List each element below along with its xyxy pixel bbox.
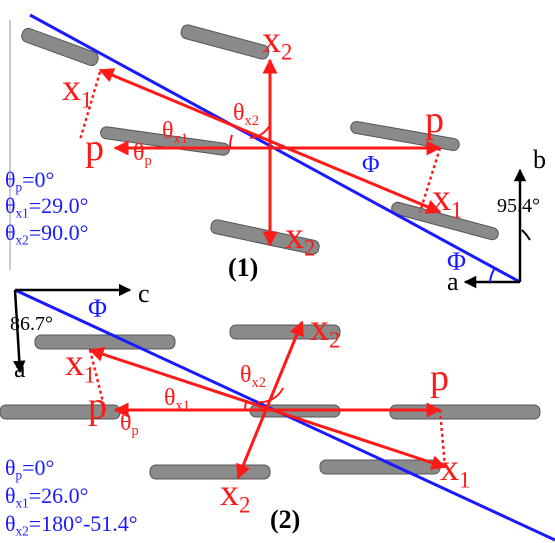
angle-value-sub: x2 — [16, 232, 29, 247]
angle-value: θx1=26.0° — [5, 483, 88, 510]
angle-label-base: Φ — [362, 152, 380, 178]
vector-label-base: x — [220, 472, 239, 514]
phi-label: Φ — [88, 294, 107, 323]
angle-label-base: θ — [164, 385, 176, 411]
angle-label: θx2 — [233, 100, 259, 129]
panel-label: (2) — [270, 505, 300, 534]
vector-label: p — [88, 385, 107, 427]
vector-label: x1 — [432, 177, 462, 223]
vector-label-base: p — [430, 357, 449, 399]
angle-label-base: θ — [133, 140, 145, 166]
vector-label-base: x — [65, 342, 84, 384]
phi-label-base: Φ — [88, 294, 107, 323]
vector-label-base: p — [85, 127, 104, 169]
vector-label-base: p — [425, 99, 444, 141]
angle-value-base: θ — [5, 167, 16, 192]
angle-label-base: θ — [120, 410, 132, 436]
axis-label: a — [14, 354, 26, 383]
angle-value-sub: x1 — [16, 495, 29, 510]
angle-arc — [490, 268, 495, 282]
vector-label: x2 — [310, 307, 340, 353]
angle-label-sub: x2 — [245, 113, 259, 129]
angle-value: θx1=29.0° — [5, 193, 88, 220]
angle-value-rest: =180°-51.4° — [29, 511, 138, 536]
angle-value-sub: x1 — [16, 205, 29, 220]
angle-label: θx2 — [240, 362, 266, 391]
axis-label-base: a — [14, 354, 26, 383]
angle-value: θx2=180°-51.4° — [5, 511, 138, 538]
angle-value-base: θ — [5, 455, 16, 480]
angle-label-base: θ — [162, 118, 174, 144]
angle-label-sub: x1 — [174, 131, 188, 147]
panel-label: (1) — [228, 253, 258, 282]
angle-arc — [522, 230, 530, 240]
vector-label: p — [425, 99, 444, 141]
vector-label-base: x — [62, 67, 81, 109]
angle-value: θx2=90.0° — [5, 220, 88, 247]
angle-value-base: θ — [5, 483, 16, 508]
vector-label: x1 — [62, 67, 92, 113]
vector-label: p — [85, 127, 104, 169]
angle-value-base: θ — [5, 511, 16, 536]
angle-value-rest: =26.0° — [29, 483, 89, 508]
vector-label-sub: 1 — [451, 198, 462, 223]
cell-angle-base: 95.4° — [497, 195, 540, 217]
cell-angle: 95.4° — [497, 195, 540, 217]
angle-label-base: θ — [233, 100, 245, 126]
vector-label-base: x — [310, 307, 329, 349]
axis-label-base: c — [138, 279, 150, 308]
angle-label-sub: x2 — [252, 375, 266, 391]
angle-label-sub: p — [145, 153, 152, 169]
angle-label: θx1 — [162, 118, 188, 147]
angle-value: θp=0° — [5, 167, 54, 194]
angle-value-base: θ — [5, 220, 16, 245]
angle-value-rest: =0° — [22, 455, 54, 480]
axis-label: c — [138, 279, 150, 308]
angle-label: Φ — [362, 152, 380, 178]
angle-label: θp — [120, 410, 139, 439]
vector-label-base: x — [432, 177, 451, 219]
angle-value-rest: =0° — [22, 167, 54, 192]
angle-label: θx1 — [164, 385, 190, 414]
axis-label: b — [533, 145, 546, 174]
phi-label-base: Φ — [447, 247, 466, 276]
angle-value-base: θ — [5, 193, 16, 218]
vector-label: x2 — [285, 215, 315, 261]
vector-label-sub: 1 — [459, 468, 470, 493]
axis-label-base: b — [533, 145, 546, 174]
vector-label-base: x — [440, 447, 459, 489]
angle-value: θp=0° — [5, 455, 54, 482]
vector-label-sub: 2 — [304, 236, 315, 261]
angle-label-sub: p — [132, 423, 139, 439]
vector-label: p — [430, 357, 449, 399]
vector-label-base: x — [262, 19, 281, 61]
vector-label-sub: 1 — [81, 88, 92, 113]
angle-label-sub: x1 — [176, 398, 190, 414]
angle-value-sub: x2 — [16, 523, 29, 538]
vector-label-sub: 1 — [84, 363, 95, 388]
phi-label: Φ — [447, 247, 466, 276]
vector-label-sub: 2 — [281, 40, 292, 65]
angle-value-rest: =29.0° — [29, 193, 89, 218]
vector-label-base: x — [285, 215, 304, 257]
vector-label-base: p — [88, 385, 107, 427]
figure: x2x1ppx1x2θx1θx2θpΦθp=0°θx1=29.0°θx2=90.… — [0, 0, 555, 543]
angle-value-rest: =90.0° — [29, 220, 89, 245]
angle-label-base: θ — [240, 362, 252, 388]
vector-label-sub: 2 — [329, 328, 340, 353]
cell-angle: 86.7° — [10, 313, 53, 335]
cell-angle-base: 86.7° — [10, 313, 53, 335]
vector-label: x2 — [262, 19, 292, 65]
vector-label: x1 — [440, 447, 470, 493]
vector-label-sub: 2 — [239, 493, 250, 518]
